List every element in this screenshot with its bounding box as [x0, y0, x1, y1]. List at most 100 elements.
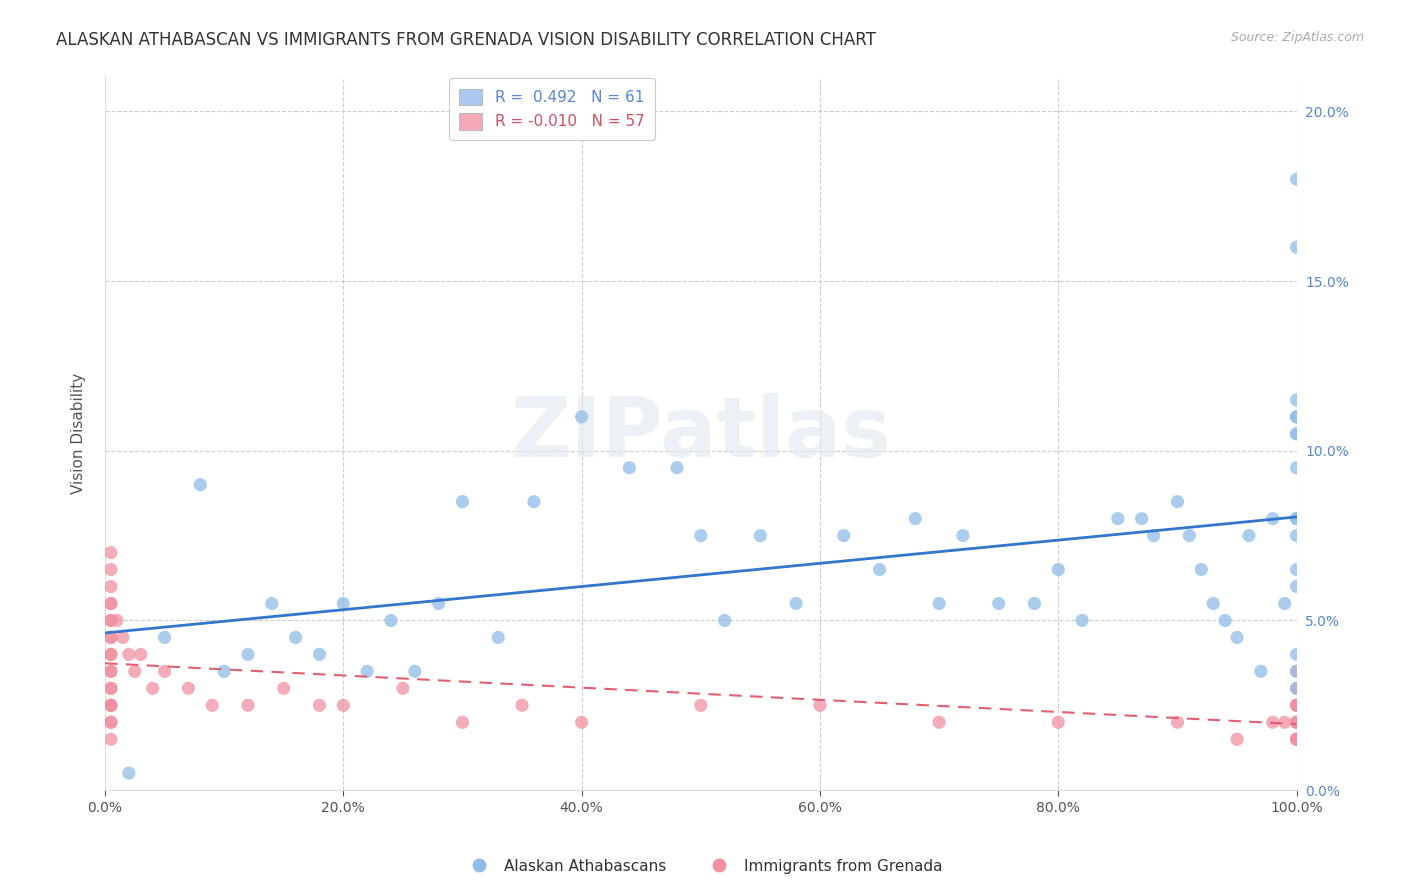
- Point: [1285, 665, 1308, 679]
- Point: [1250, 665, 1272, 679]
- Point: [1285, 392, 1308, 407]
- Point: [332, 698, 354, 713]
- Point: [1285, 681, 1308, 696]
- Point: [100, 580, 122, 594]
- Point: [105, 614, 128, 628]
- Point: [571, 715, 593, 730]
- Point: [1213, 614, 1236, 628]
- Point: [1285, 426, 1308, 441]
- Point: [1178, 528, 1201, 542]
- Point: [1071, 614, 1094, 628]
- Point: [236, 648, 259, 662]
- Point: [100, 698, 122, 713]
- Point: [832, 528, 855, 542]
- Point: [100, 648, 122, 662]
- Point: [188, 477, 211, 491]
- Point: [1024, 597, 1046, 611]
- Point: [1285, 648, 1308, 662]
- Point: [1130, 511, 1153, 525]
- Point: [1285, 172, 1308, 186]
- Point: [1285, 511, 1308, 525]
- Point: [1274, 597, 1296, 611]
- Point: [100, 732, 122, 747]
- Text: Source: ZipAtlas.com: Source: ZipAtlas.com: [1230, 31, 1364, 45]
- Point: [510, 698, 533, 713]
- Point: [1285, 426, 1308, 441]
- Point: [1237, 528, 1260, 542]
- Point: [118, 766, 141, 780]
- Point: [404, 665, 426, 679]
- Point: [619, 460, 641, 475]
- Point: [308, 698, 330, 713]
- Point: [153, 665, 176, 679]
- Point: [1202, 597, 1225, 611]
- Point: [1285, 698, 1308, 713]
- Point: [100, 563, 122, 577]
- Point: [1285, 580, 1308, 594]
- Point: [392, 681, 415, 696]
- Point: [356, 665, 378, 679]
- Point: [1285, 732, 1308, 747]
- Point: [1261, 511, 1284, 525]
- Point: [486, 631, 509, 645]
- Point: [100, 665, 122, 679]
- Point: [523, 494, 546, 508]
- Point: [118, 648, 141, 662]
- Point: [1226, 732, 1249, 747]
- Point: [1285, 698, 1308, 713]
- Point: [869, 563, 891, 577]
- Legend: R =  0.492   N = 61, R = -0.010   N = 57: R = 0.492 N = 61, R = -0.010 N = 57: [449, 78, 655, 140]
- Point: [1285, 715, 1308, 730]
- Point: [427, 597, 450, 611]
- Point: [177, 681, 200, 696]
- Point: [100, 715, 122, 730]
- Point: [689, 698, 711, 713]
- Point: [100, 631, 122, 645]
- Point: [665, 460, 688, 475]
- Point: [100, 698, 122, 713]
- Point: [1285, 563, 1308, 577]
- Point: [100, 631, 122, 645]
- Point: [1285, 511, 1308, 525]
- Point: [1285, 665, 1308, 679]
- Point: [1285, 528, 1308, 542]
- Point: [1285, 240, 1308, 254]
- Point: [100, 681, 122, 696]
- Point: [451, 715, 474, 730]
- Point: [100, 597, 122, 611]
- Point: [308, 648, 330, 662]
- Point: [1166, 715, 1188, 730]
- Text: ALASKAN ATHABASCAN VS IMMIGRANTS FROM GRENADA VISION DISABILITY CORRELATION CHAR: ALASKAN ATHABASCAN VS IMMIGRANTS FROM GR…: [56, 31, 876, 49]
- Point: [1285, 460, 1308, 475]
- Point: [260, 597, 283, 611]
- Point: [689, 528, 711, 542]
- Point: [284, 631, 307, 645]
- Point: [100, 597, 122, 611]
- Point: [1285, 732, 1308, 747]
- Point: [1285, 715, 1308, 730]
- Point: [1189, 563, 1212, 577]
- Text: ZIPatlas: ZIPatlas: [510, 393, 891, 475]
- Point: [332, 597, 354, 611]
- Point: [1047, 715, 1070, 730]
- Point: [571, 409, 593, 424]
- Point: [1261, 715, 1284, 730]
- Point: [111, 631, 134, 645]
- Point: [212, 665, 235, 679]
- Point: [142, 681, 165, 696]
- Point: [1285, 715, 1308, 730]
- Point: [100, 681, 122, 696]
- Point: [928, 715, 950, 730]
- Point: [749, 528, 772, 542]
- Point: [1285, 409, 1308, 424]
- Point: [1285, 698, 1308, 713]
- Point: [100, 614, 122, 628]
- Point: [100, 665, 122, 679]
- Point: [952, 528, 974, 542]
- Point: [785, 597, 807, 611]
- Point: [928, 597, 950, 611]
- Point: [1047, 563, 1070, 577]
- Y-axis label: Vision Disability: Vision Disability: [72, 373, 86, 494]
- Point: [1285, 732, 1308, 747]
- Point: [100, 545, 122, 559]
